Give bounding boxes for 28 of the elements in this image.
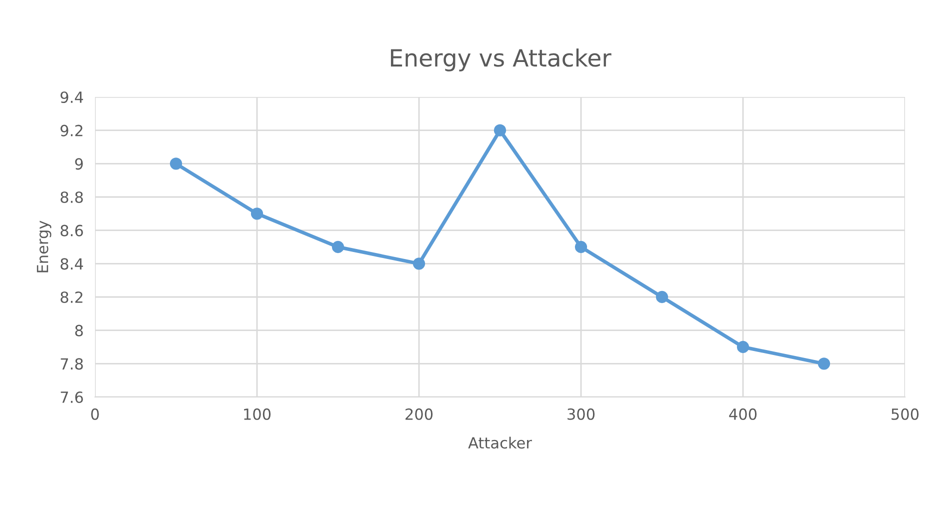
chart-title: Energy vs Attacker [390, 48, 612, 72]
point [332, 240, 344, 254]
point [494, 124, 506, 136]
point [250, 208, 264, 220]
y-tick-label: 9.4 [60, 91, 84, 104]
x-axis-title: Attacker [468, 436, 532, 449]
point [656, 290, 668, 304]
x-tick-label: 400 [729, 408, 757, 420]
y-tick-label: 8.2 [60, 291, 82, 304]
y-tick-label: 7.6 [60, 391, 83, 404]
point [170, 158, 182, 170]
y-tick-label: 9.2 [60, 124, 82, 136]
y-tick-label: 7.8 [60, 358, 83, 370]
x-tick-label: 100 [244, 408, 271, 420]
point [412, 258, 426, 270]
y-tick-label: 8.4 [60, 258, 84, 270]
y-tick-label: 8 [75, 324, 83, 336]
point [736, 340, 750, 354]
point [574, 240, 588, 254]
y-axis-title: Energy [36, 220, 52, 272]
x-tick-label: 200 [406, 408, 433, 420]
point [818, 358, 830, 370]
x-tick-label: 500 [892, 408, 919, 420]
x-tick-label: 300 [568, 408, 595, 420]
y-tick-label: 8.8 [60, 191, 83, 204]
y-tick-label: 8.6 [60, 224, 83, 236]
y-tick-label: 9 [75, 158, 83, 170]
x-tick-label: 0 [91, 408, 99, 420]
